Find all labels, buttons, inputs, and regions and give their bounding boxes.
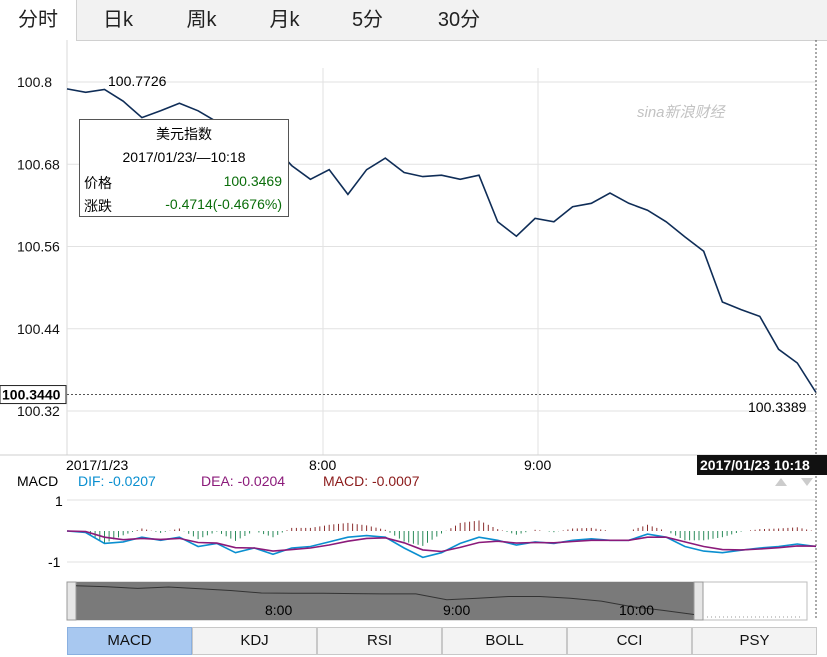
tab-0[interactable]: 分时 <box>0 0 77 41</box>
navigator-left-handle <box>66 581 77 621</box>
price-tag-box <box>0 385 67 405</box>
navigator: 8:00 9:00 10:00 <box>66 581 808 621</box>
indicator-tab-rsi[interactable]: RSI <box>317 627 442 655</box>
tab-3[interactable]: 月k <box>269 9 300 31</box>
y-tick-label: 100.56 <box>17 239 60 255</box>
indicator-tabs: MACD KDJ RSI BOLL CCI PSY <box>67 627 817 655</box>
tooltip-price: 100.3469 <box>223 173 282 189</box>
x-tick-label: 9:00 <box>524 457 551 473</box>
tooltip-change-label: 涨跌 <box>84 198 112 214</box>
price-tooltip: 美元指数 2017/01/23/—10:18 价格 100.3469 涨跌 -0… <box>79 119 289 217</box>
indicator-tab-kdj[interactable]: KDJ <box>192 627 317 655</box>
macd-plot: MACD DIF: -0.0207 DEA: -0.0204 MACD: -0.000… <box>17 473 817 570</box>
tab-2[interactable]: 周k <box>186 9 217 31</box>
dif-value: DIF: -0.0207 <box>78 473 156 489</box>
y-tick-label: 100.32 <box>17 403 60 419</box>
indicator-tab-cci[interactable]: CCI <box>567 627 692 655</box>
tooltip-datetime: 2017/01/23/—10:18 <box>122 149 246 165</box>
navigator-line <box>75 585 695 615</box>
cursor-time-box <box>697 455 827 475</box>
navigator-right-handle <box>693 581 704 621</box>
navigator-label: 8:00 <box>265 602 292 618</box>
dif-line <box>66 530 817 559</box>
scroll-down-arrow <box>801 478 813 486</box>
macd-y-bottom: -1 <box>48 554 61 570</box>
dea-line <box>66 530 817 553</box>
y-tick-label: 100.68 <box>17 156 60 172</box>
navigator-label: 9:00 <box>443 602 470 618</box>
navigator-range <box>76 582 694 620</box>
y-tick-label: 100.44 <box>17 321 60 337</box>
sina-watermark: sina新浪财经 <box>637 104 727 121</box>
main-grid: 100.8 100.68 100.56 100.44 100.32 2017/1/23 8:… <box>0 40 827 473</box>
cursor-time: 2017/01/23 10:18 <box>700 457 810 473</box>
dea-value: DEA: -0.0204 <box>201 473 285 489</box>
tooltip-title: 美元指数 <box>156 126 212 142</box>
low-label: 100.3389 <box>748 399 807 415</box>
indicator-tab-macd[interactable]: MACD <box>67 627 192 655</box>
tooltip-change: -0.4714(-0.4676%) <box>165 196 282 212</box>
x-tick-label: 8:00 <box>309 457 336 473</box>
macd-y-top: 1 <box>55 493 63 509</box>
navigator-label: 10:00 <box>619 602 654 618</box>
macd-name: MACD <box>17 473 58 489</box>
chart-canvas: 100.8 100.68 100.56 100.44 100.32 2017/1/23 8:… <box>0 40 827 621</box>
chart-type-tabs: 分时 日k 周k 月k 5分 30分 <box>0 0 827 41</box>
tooltip-price-label: 价格 <box>84 175 112 191</box>
tab-4[interactable]: 5分 <box>351 9 384 31</box>
scroll-up-arrow <box>775 478 787 486</box>
indicator-tab-psy[interactable]: PSY <box>692 627 817 655</box>
tab-5[interactable]: 30分 <box>437 9 481 31</box>
price-line <box>66 88 817 393</box>
tab-1[interactable]: 日k <box>103 9 133 31</box>
current-price-tag: 100.3440 <box>2 387 61 403</box>
macd-value: MACD: -0.0007 <box>323 473 420 489</box>
y-tick-label: 100.8 <box>17 74 52 90</box>
x-tick-label: 2017/1/23 <box>66 457 128 473</box>
high-label: 100.7726 <box>108 73 167 89</box>
indicator-tab-boll[interactable]: BOLL <box>442 627 567 655</box>
price-plot: 100.3440 100.7726 100.3389 2017/01/23 10:18 <box>0 40 827 620</box>
